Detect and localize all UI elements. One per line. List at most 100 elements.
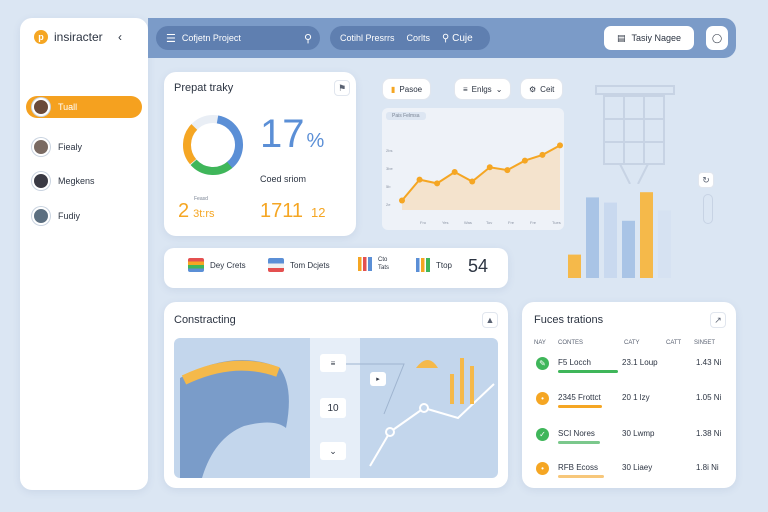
- nav-pill: Cotihl Presrrs Corlts ⚲ Cuje: [330, 26, 490, 50]
- row-date: 23.1 Loup: [622, 358, 658, 367]
- y-tick-label: 3be: [386, 166, 393, 171]
- table-row[interactable]: • RFB Ecoss 30 Liaey 1.8i Ni: [536, 462, 726, 486]
- row-date: 30 Lwmp: [622, 429, 655, 438]
- play-icon[interactable]: ▸: [370, 372, 386, 386]
- row-progress: [558, 441, 600, 444]
- percent-sign: %: [306, 130, 325, 152]
- column-header: NAY: [534, 340, 546, 346]
- building-illustration: [595, 85, 675, 184]
- metric-label: Tats: [378, 265, 390, 271]
- nav-item-cuje[interactable]: Cuje: [452, 32, 473, 44]
- features-card: Fuces trations ↗ NAY CONTES CATY CATT SI…: [522, 302, 736, 488]
- constructing-title: Constracting: [174, 314, 236, 326]
- menu-icon: ☰: [166, 32, 176, 45]
- row-date: 20 1 lzy: [622, 393, 650, 402]
- data-point: [539, 151, 546, 158]
- series-line: [401, 144, 561, 202]
- sidebar-item-label: Megkens: [58, 176, 95, 186]
- sidebar-item-label: Fiealy: [58, 142, 83, 152]
- app-title: insiracter: [54, 30, 103, 44]
- bell-icon: ◯: [711, 32, 723, 43]
- sidebar-item-megkens[interactable]: Megkens: [26, 170, 142, 192]
- step-value-field[interactable]: 10: [320, 398, 346, 418]
- avatar: [32, 207, 50, 225]
- row-progress: [558, 370, 618, 373]
- percent-caption: Coed sriom: [260, 174, 307, 184]
- stat-secondary: 1711 12: [260, 200, 325, 223]
- metric-label: Cto: [378, 257, 388, 263]
- nav-item-corlts[interactable]: Corlts: [406, 33, 431, 43]
- metric-big-value: 54: [468, 256, 489, 276]
- search-icon[interactable]: ⚲ Cuje: [442, 32, 473, 44]
- nav-item-presrrs[interactable]: Cotihl Presrrs: [340, 33, 395, 43]
- top-bar: ☰ Cofjetn Project ⚲ Cotihl Presrrs Corlt…: [148, 18, 736, 58]
- data-point: [469, 178, 476, 185]
- filter-chip-pasoe[interactable]: ▮ Pasoe: [382, 78, 432, 100]
- search-icon[interactable]: ⚲: [303, 32, 312, 45]
- features-title: Fuces trations: [534, 314, 604, 326]
- scroll-handle[interactable]: [703, 194, 713, 224]
- list-icon[interactable]: ≡: [320, 354, 346, 372]
- column-header: CATT: [666, 340, 682, 346]
- row-value: 1.38 Ni: [696, 429, 722, 438]
- sidebar: p insiracter ‹ Tuall Fiealy Megkens Fudi…: [20, 18, 148, 490]
- table-row[interactable]: ✎ F5 Locch 23.1 Loup 1.43 Ni: [536, 357, 726, 381]
- bar-chart-icon: [416, 258, 430, 272]
- constructing-visual: ≡ ▸ 10 ⌄: [174, 338, 498, 478]
- data-point: [451, 169, 458, 175]
- expand-icon[interactable]: ↗: [710, 312, 726, 328]
- metric-label: Dey Crets: [210, 260, 246, 270]
- filter-chip-enlgs[interactable]: ≡ Enlgs ⌄: [454, 78, 512, 100]
- collapse-icon[interactable]: ‹: [118, 30, 122, 44]
- metric-label: Tom Dcjets: [290, 260, 330, 270]
- notification-button[interactable]: ◯: [706, 26, 728, 50]
- data-point: [434, 180, 441, 187]
- x-tick-label: Yes: [442, 220, 449, 225]
- pin-icon[interactable]: ▲: [482, 312, 498, 328]
- bar: [658, 210, 671, 278]
- sidebar-item-tuall[interactable]: Tuall: [26, 96, 142, 118]
- sidebar-item-fiealy[interactable]: Fiealy: [26, 136, 142, 158]
- bar-chart: [568, 192, 671, 278]
- area-chart: 2bs 3be 5b 2e Fro Yes Was Tov Fre Fre Tues: [386, 142, 563, 225]
- x-tick-label: Was: [464, 220, 472, 225]
- stat-label: Feasd: [194, 196, 208, 202]
- filter-chip-ceit[interactable]: ⚙ Ceit: [520, 78, 564, 100]
- bar: [604, 202, 617, 278]
- refresh-icon[interactable]: ↻: [698, 172, 714, 188]
- metrics-strip: [164, 248, 508, 288]
- table-row[interactable]: ✓ SCI Nores 30 Lwmp 1.38 Ni: [536, 428, 726, 452]
- row-value: 1.43 Ni: [696, 358, 722, 367]
- constructing-card: Constracting ▲ ≡ ▸ 10 ⌄: [164, 302, 508, 488]
- stat-value: 2: [178, 200, 190, 222]
- row-progress: [558, 405, 602, 408]
- table-row[interactable]: • 2345 Frottct 20 1 lzy 1.05 Ni: [536, 392, 726, 416]
- percent-value: 17: [260, 112, 305, 156]
- wave-illustration: [180, 358, 495, 478]
- chip-label: Enlgs: [471, 84, 492, 94]
- x-tick-label: Fre: [530, 220, 537, 225]
- bar: [640, 192, 653, 278]
- sidebar-item-fudiy[interactable]: Fudiy: [26, 205, 142, 227]
- bar: [568, 254, 581, 278]
- row-value: 1.8i Ni: [696, 463, 719, 472]
- filter-icon: ▮: [391, 84, 396, 94]
- row-name: 2345 Frottct: [558, 393, 601, 402]
- chevron-down-icon[interactable]: ⌄: [320, 442, 346, 460]
- layers-icon: ≡: [463, 84, 468, 94]
- flag-icon[interactable]: ⚑: [334, 80, 350, 96]
- data-point: [557, 142, 563, 149]
- project-card: Prepat traky ⚑ 17 % Coed sriom Feasd 2 3…: [164, 72, 356, 236]
- y-tick-label: 2bs: [386, 148, 392, 153]
- chip-label: Ceit: [540, 84, 555, 94]
- project-selector[interactable]: ☰ Cofjetn Project ⚲: [156, 26, 320, 50]
- edit-icon: ✎: [536, 357, 549, 370]
- row-name: SCI Nores: [558, 429, 595, 438]
- flag-icon: [268, 258, 284, 272]
- stat-suffix: 3t:rs: [193, 208, 215, 220]
- project-card-title: Prepat traky: [174, 82, 234, 94]
- metric-tom-dcjets: Tom Dcjets: [268, 258, 330, 272]
- action-button[interactable]: ▤ Tasiy Nagee: [604, 26, 694, 50]
- x-tick-label: Tues: [552, 220, 561, 225]
- x-tick-label: Fro: [420, 220, 427, 225]
